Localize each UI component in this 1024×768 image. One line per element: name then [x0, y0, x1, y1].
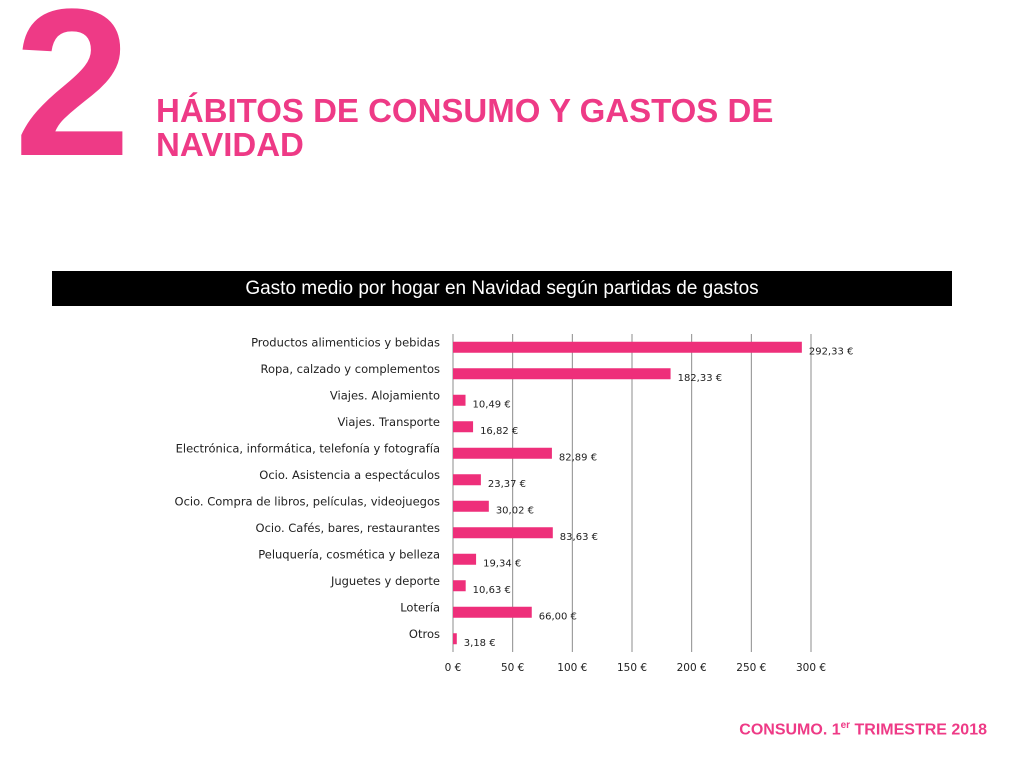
section-number: 2: [14, 0, 131, 200]
footer-publication: CONSUMO. 1er TRIMESTRE 2018: [739, 720, 987, 739]
category-label: Ocio. Asistencia a espectáculos: [259, 468, 440, 482]
data-label: 182,33 €: [678, 373, 723, 384]
category-label: Viajes. Alojamiento: [330, 388, 440, 402]
category-label: Productos alimenticios y bebidas: [251, 335, 440, 349]
footer-text-sup: er: [840, 720, 851, 731]
footer-text-end: TRIMESTRE 2018: [850, 721, 988, 739]
category-label: Peluquería, cosmética y belleza: [258, 547, 440, 561]
category-label: Lotería: [400, 600, 440, 614]
data-label: 66,00 €: [539, 611, 577, 622]
bar: [453, 500, 489, 512]
category-label: Viajes. Transporte: [338, 415, 440, 429]
category-label: Ocio. Cafés, bares, restaurantes: [256, 521, 440, 535]
x-tick-label: 200 €: [677, 662, 707, 674]
data-label: 19,34 €: [483, 558, 521, 569]
data-label: 10,63 €: [473, 585, 511, 596]
data-label: 83,63 €: [560, 532, 598, 543]
category-label: Otros: [409, 627, 440, 641]
bar: [453, 474, 481, 486]
data-label: 82,89 €: [559, 452, 597, 463]
x-tick-label: 0 €: [445, 662, 462, 674]
bar: [453, 633, 457, 645]
data-label: 292,33 €: [809, 346, 854, 357]
bar: [453, 447, 552, 459]
chart-title-banner: Gasto medio por hogar en Navidad según p…: [52, 271, 952, 306]
x-tick-label: 100 €: [557, 662, 587, 674]
page-title: HÁBITOS DE CONSUMO Y GASTOS DE NAVIDAD: [156, 92, 774, 163]
data-label: 16,82 €: [480, 426, 518, 437]
category-label: Electrónica, informática, telefonía y fo…: [176, 441, 440, 455]
chart-title: Gasto medio por hogar en Navidad según p…: [245, 277, 759, 299]
x-tick-label: 250 €: [736, 662, 766, 674]
bar: [453, 580, 466, 592]
x-tick-label: 50 €: [501, 662, 524, 674]
bar: [453, 527, 553, 539]
category-label: Juguetes y deporte: [330, 574, 440, 588]
data-label: 3,18 €: [464, 638, 496, 649]
category-label: Ropa, calzado y complementos: [260, 362, 440, 376]
category-label: Ocio. Compra de libros, películas, video…: [175, 494, 440, 508]
data-label: 10,49 €: [473, 399, 511, 410]
data-label: 30,02 €: [496, 505, 534, 516]
bar: [453, 368, 671, 380]
footer-text-main: CONSUMO. 1: [739, 721, 841, 739]
bar: [453, 394, 466, 406]
bar: [453, 606, 532, 618]
bar: [453, 341, 802, 353]
x-tick-label: 150 €: [617, 662, 647, 674]
x-tick-label: 300 €: [796, 662, 826, 674]
bar: [453, 553, 477, 565]
data-label: 23,37 €: [488, 479, 526, 490]
bar: [453, 421, 474, 433]
